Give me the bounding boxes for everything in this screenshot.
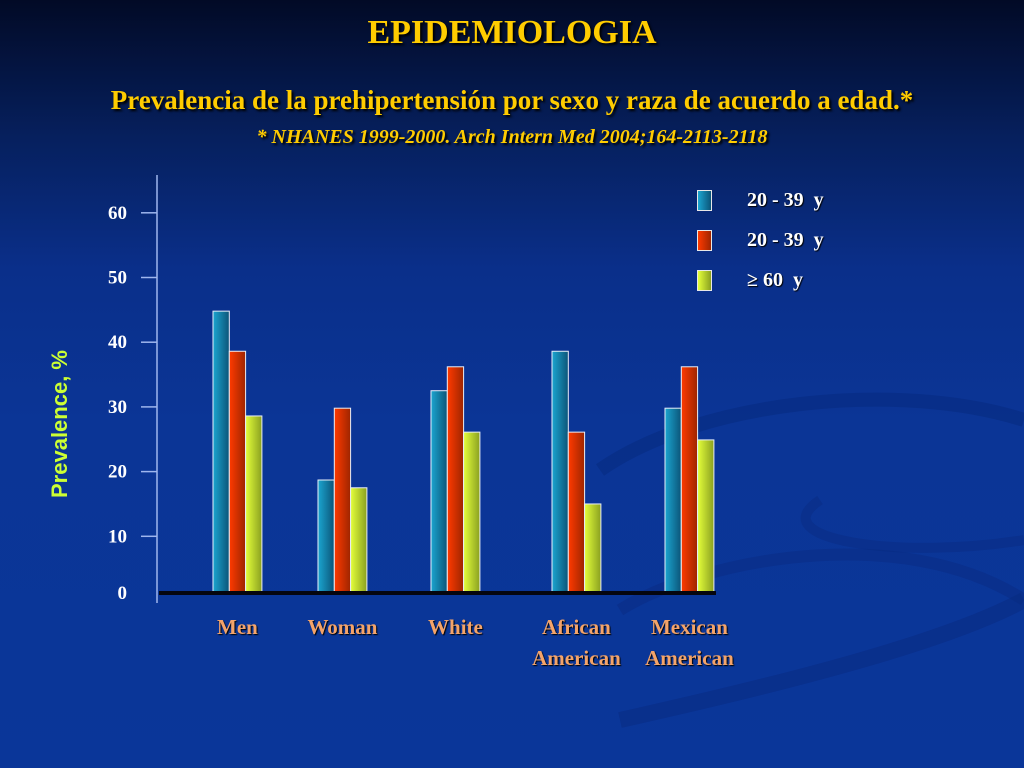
bar-2-0 bbox=[228, 350, 247, 593]
legend-label: ≥ 60 y bbox=[747, 269, 803, 291]
category-label: American bbox=[645, 646, 734, 670]
y-tick-label: 50 bbox=[108, 268, 127, 289]
bar-3-0 bbox=[245, 415, 263, 593]
category-label: Mexican bbox=[651, 615, 728, 639]
slide-subtitle: Prevalencia de la prehipertensión por se… bbox=[110, 85, 914, 115]
bar-3-3 bbox=[584, 503, 602, 593]
bar-3-4 bbox=[697, 439, 715, 593]
slide-title: EPIDEMIOLOGIA bbox=[367, 14, 657, 51]
bar-1-0 bbox=[212, 310, 230, 593]
bar-1-3 bbox=[551, 350, 569, 593]
source-citation: * NHANES 1999-2000. Arch Intern Med 2004… bbox=[256, 126, 768, 148]
bar-2-2 bbox=[446, 366, 465, 593]
bar-2-1 bbox=[333, 407, 352, 593]
category-label: American bbox=[532, 646, 621, 670]
y-tick-label: 40 bbox=[108, 332, 127, 353]
legend-swatch-series-1 bbox=[697, 190, 712, 211]
y-tick-label: 0 bbox=[118, 583, 128, 604]
category-label: White bbox=[428, 615, 483, 639]
bar-2-3 bbox=[567, 431, 586, 593]
y-tick-label: 20 bbox=[108, 462, 127, 483]
bar-3-2 bbox=[463, 431, 481, 593]
bar-1-2 bbox=[430, 390, 448, 593]
y-tick-label: 60 bbox=[108, 203, 127, 224]
legend-swatch-series-2 bbox=[697, 230, 712, 251]
bar-1-4 bbox=[664, 407, 682, 593]
category-label: African bbox=[542, 615, 611, 639]
y-tick-label: 10 bbox=[108, 526, 127, 547]
category-label: Men bbox=[217, 615, 258, 639]
y-tick-label: 30 bbox=[108, 397, 127, 418]
bar-1-1 bbox=[317, 479, 335, 593]
legend-label: 20 - 39 y bbox=[747, 189, 824, 211]
bar-3-1 bbox=[350, 487, 368, 593]
category-label: Woman bbox=[307, 615, 377, 639]
x-axis-baseline bbox=[159, 591, 716, 595]
bar-2-4 bbox=[680, 366, 699, 593]
legend-label: 20 - 39 y bbox=[747, 229, 824, 251]
legend-swatch-series-3 bbox=[697, 270, 712, 291]
